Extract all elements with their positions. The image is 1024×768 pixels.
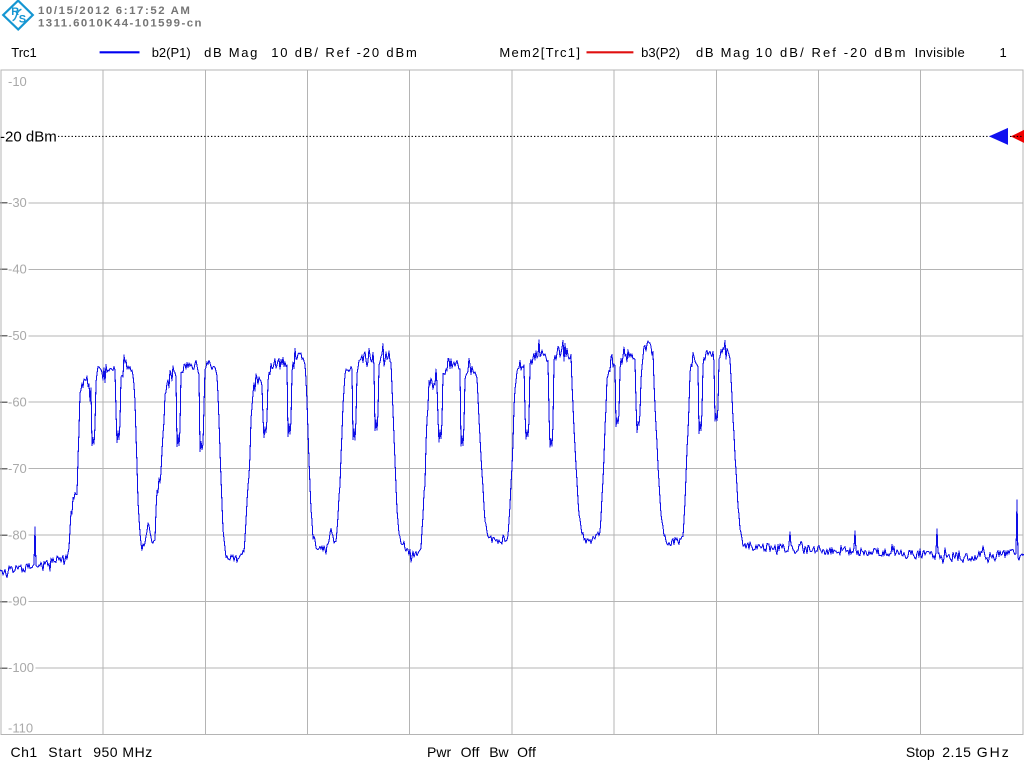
svg-text:-90: -90 xyxy=(8,594,27,609)
svg-text:b2(P1): b2(P1) xyxy=(152,45,191,60)
svg-text:-60: -60 xyxy=(8,394,27,409)
svg-text:-80: -80 xyxy=(8,527,27,542)
svg-text:Stop: Stop xyxy=(906,744,935,760)
svg-text:-70: -70 xyxy=(8,461,27,476)
svg-text:-100: -100 xyxy=(8,660,34,675)
svg-text:1311.6010K44-101599-cn: 1311.6010K44-101599-cn xyxy=(38,17,203,29)
svg-text:-10: -10 xyxy=(8,74,27,89)
svg-text:Off: Off xyxy=(517,744,536,760)
svg-text:Invisible: Invisible xyxy=(915,45,966,60)
svg-text:10 dB/ Ref -20 dBm: 10 dB/ Ref -20 dBm xyxy=(756,45,908,60)
svg-text:dB Mag: dB Mag xyxy=(204,45,259,60)
svg-text:-20 dBm: -20 dBm xyxy=(0,129,57,146)
svg-text:-50: -50 xyxy=(8,328,27,343)
svg-text:Start: Start xyxy=(48,744,82,760)
svg-text:10/15/2012 6:17:52 AM: 10/15/2012 6:17:52 AM xyxy=(38,5,192,17)
svg-text:950 MHz: 950 MHz xyxy=(93,744,153,760)
svg-text:S: S xyxy=(19,14,26,26)
svg-text:-110: -110 xyxy=(8,721,33,736)
svg-text:-30: -30 xyxy=(8,195,27,210)
svg-text:10 dB/ Ref -20 dBm: 10 dB/ Ref -20 dBm xyxy=(271,45,418,60)
svg-text:Trc1: Trc1 xyxy=(11,45,37,60)
svg-text:1: 1 xyxy=(1000,45,1007,60)
svg-text:dB Mag: dB Mag xyxy=(696,45,751,60)
svg-text:Bw: Bw xyxy=(489,744,509,760)
svg-text:-40: -40 xyxy=(8,262,27,277)
svg-text:Off: Off xyxy=(461,744,480,760)
svg-text:GHz: GHz xyxy=(977,744,1011,760)
svg-text:Pwr: Pwr xyxy=(427,744,451,760)
svg-text:R: R xyxy=(11,6,19,18)
svg-text:2.15: 2.15 xyxy=(942,744,971,760)
svg-text:Mem2[Trc1]: Mem2[Trc1] xyxy=(499,45,581,60)
svg-text:Ch1: Ch1 xyxy=(11,744,38,760)
svg-text:b3(P2): b3(P2) xyxy=(641,45,680,60)
